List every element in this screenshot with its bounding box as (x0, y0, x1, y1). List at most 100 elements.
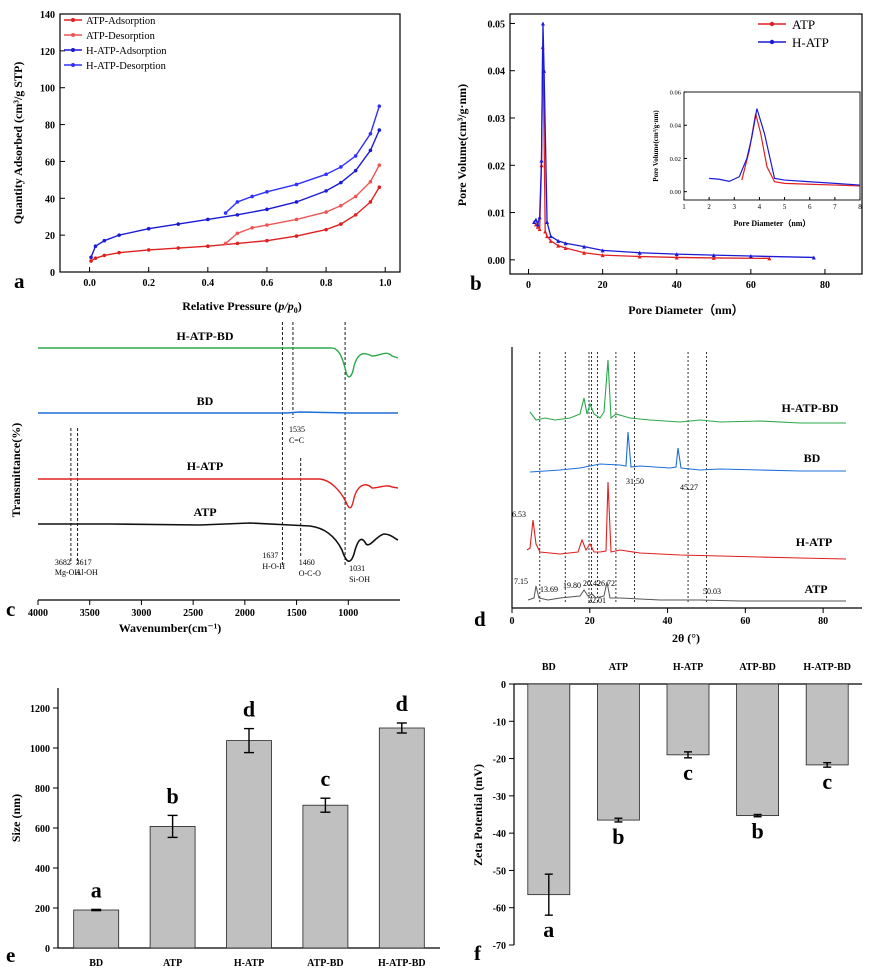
inset-series-atp (741, 113, 861, 187)
bar-atp-bd (736, 683, 779, 817)
y-tick-label: 0 (501, 680, 506, 691)
point-h-atp-desorption (353, 154, 358, 158)
x-tick-label: 1500 (287, 608, 307, 619)
point-h-atp (582, 244, 587, 249)
point-h-atp-desorption (223, 211, 228, 215)
panel-b: 0 20 40 60 80 0.00 0.01 0.02 0.03 0.04 0.05 ATP H-A… (455, 13, 863, 317)
legend-marker (769, 21, 775, 27)
x-tick-label: 0.0 (83, 278, 96, 289)
inset-series-h-atp (709, 108, 861, 186)
point-h-atp (600, 248, 605, 253)
xrd-h-atp (526, 481, 847, 560)
point-h-atp (532, 220, 537, 224)
point-atp-desorption (353, 194, 358, 199)
legend-marker (71, 48, 75, 52)
bar-h-atp-bd (805, 683, 849, 766)
legend-label: ATP-Adsorption (86, 16, 156, 27)
bar-atp (597, 683, 640, 821)
point-h-atp-adsorption (353, 168, 358, 173)
point-atp-desorption (223, 241, 228, 246)
y-tick-label: 0.03 (488, 114, 506, 125)
y-tick-label: 800 (35, 784, 50, 795)
significance-letter: b (612, 824, 624, 849)
legend-marker (71, 18, 75, 22)
point-atp-desorption (265, 223, 269, 227)
point-atp (582, 250, 587, 255)
point-h-atp (711, 253, 716, 258)
annotation-label: Al-OH (76, 568, 98, 577)
point-atp-desorption (294, 217, 299, 222)
y-tick-label: 0.02 (488, 161, 506, 172)
bar-h-atp (666, 683, 710, 756)
x-tick-label: 20 (585, 616, 595, 627)
panel-b-xlabel: Pore Diameter（nm） (628, 302, 743, 317)
spectrum-h-atp (38, 478, 399, 509)
y-tick-label: 0.04 (488, 67, 506, 78)
point-h-atp-adsorption (377, 128, 382, 132)
x-category-label: ATP-BD (307, 958, 343, 969)
point-atp (637, 254, 642, 259)
point-h-atp (563, 241, 568, 246)
annotation-value: 3682 (55, 558, 71, 567)
significance-letter: c (683, 760, 693, 785)
point-atp (767, 256, 772, 261)
y-tick-label: 0 (45, 944, 50, 955)
significance-letter: b (166, 783, 178, 808)
series-h-atp-desorption (225, 105, 380, 214)
x-tick-label: 80 (818, 616, 828, 627)
y-tick-label: 0.00 (488, 256, 506, 267)
panel-f-ylabel: Zeta Potential (mV) (471, 764, 485, 866)
inset-x-tick-label: 7 (833, 203, 837, 211)
y-tick-label: 0 (50, 268, 55, 279)
panel-f-label: f (474, 941, 482, 965)
x-category-label: BD (542, 662, 556, 673)
significance-letter: a (543, 917, 554, 942)
point-h-atp-adsorption (93, 244, 98, 248)
annotation-label: Mg-OH (55, 568, 81, 577)
panel-b-frame (509, 13, 863, 275)
point-atp (545, 234, 550, 239)
panel-d: 0 20 40 60 80 H-ATP-BD BD H-ATP ATP 6.53 7.15… (474, 347, 862, 645)
point-atp-adsorption (102, 253, 107, 258)
point-atp-desorption (368, 179, 373, 184)
point-h-atp-desorption (368, 131, 373, 136)
point-h-atp-adsorption (368, 148, 373, 153)
inset-y-tick-label: 0.02 (670, 156, 681, 163)
x-category-label: H-ATP (673, 662, 703, 673)
x-tick-label: 3500 (80, 608, 100, 619)
point-h-atp (537, 215, 542, 220)
label-bd: BD (197, 394, 214, 408)
peak-label: 19.80 (563, 581, 581, 590)
significance-letter: c (321, 766, 331, 791)
bar-h-atp-bd (378, 727, 425, 949)
point-atp-desorption (377, 163, 382, 167)
y-tick-label: -50 (493, 866, 506, 877)
x-tick-label: 20 (598, 280, 608, 291)
point-atp (674, 255, 679, 260)
inset-xlabel: Pore Diameter（nm） (734, 218, 811, 228)
panel-d-xlabel: 2θ (°) (672, 631, 700, 645)
point-h-atp-adsorption (206, 217, 210, 222)
x-tick-label: 0 (526, 280, 531, 291)
label-h-atp: H-ATP (187, 459, 223, 473)
point-atp-adsorption (176, 246, 181, 250)
point-h-atp-adsorption (117, 233, 121, 237)
point-h-atp (637, 250, 642, 255)
point-atp (563, 246, 568, 250)
peak-label: 50.03 (703, 587, 721, 596)
point-h-atp (674, 252, 679, 257)
bar-atp (149, 826, 196, 949)
inset-y-tick-label: 0.06 (670, 90, 682, 97)
legend-label: ATP (792, 17, 815, 32)
point-atp (556, 243, 561, 248)
legend-label: H-ATP (792, 35, 829, 50)
label-h-atp-bd: H-ATP-BD (176, 329, 233, 343)
point-h-atp-adsorption (146, 226, 151, 231)
y-tick-label: -20 (493, 755, 506, 766)
x-tick-label: 2000 (235, 608, 255, 619)
inset-ylabel: Pore Volume(cm³/g·nm) (652, 110, 660, 182)
inset-x-tick-label: 2 (707, 203, 711, 211)
x-tick-label: 80 (820, 280, 830, 291)
y-tick-label: 200 (35, 904, 50, 915)
point-atp-adsorption (377, 185, 382, 190)
